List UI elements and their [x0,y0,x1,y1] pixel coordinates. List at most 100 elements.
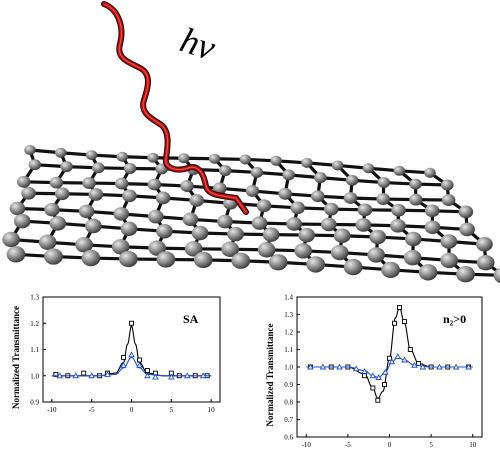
y-tick-label: 1.2 [30,320,39,328]
data-point [129,320,134,326]
data-point [397,305,402,310]
data-point [53,371,59,377]
carbon-atom [493,267,500,284]
data-point [402,319,407,324]
carbon-atom [178,153,190,164]
carbon-atom [208,153,221,164]
carbon-atom [331,160,344,171]
carbon-atom [441,179,454,191]
carbon-atom [49,176,64,189]
carbon-atom [82,177,96,189]
data-point [388,358,396,365]
data-point [370,385,376,391]
carbon-atom [120,221,138,237]
carbon-atom [113,207,130,221]
carbon-atom [441,194,456,206]
carbon-atom [49,216,67,231]
data-point [452,363,460,370]
carbon-atom [409,178,422,190]
carbon-atom [390,218,406,233]
carbon-atom [218,165,232,177]
data-point [104,371,111,377]
carbon-atom [28,159,42,171]
carbon-atom [78,204,95,219]
data-point [56,372,64,379]
carbon-atom [85,218,102,234]
carbon-atom [60,161,73,173]
carbon-atom [343,192,358,204]
carbon-atom [85,150,98,161]
carbon-atom [147,152,159,163]
carbon-atom [156,223,173,239]
carbon-atom [377,177,391,188]
data-point [352,365,360,372]
carbon-atom [324,202,339,216]
carbon-atom [114,177,129,190]
data-point [362,373,367,379]
data-point [419,363,427,370]
carbon-atom [111,239,130,255]
carbon-atom [456,266,475,283]
carbon-atom [55,147,67,158]
y-tick-label: 1.2 [284,329,293,337]
data-point [436,363,443,370]
carbon-atom [147,178,162,191]
carbon-atom [231,252,251,269]
data-point [72,372,80,379]
carbon-atom [367,247,386,263]
carbon-atom [294,243,313,259]
carbon-atom [320,217,337,232]
carbon-atom [156,251,176,268]
carbon-atom [180,180,194,192]
carbon-atom [250,166,264,178]
x-tick-label: 10 [469,441,477,449]
carbon-atom [116,151,129,162]
carbon-atom [123,163,137,174]
y-tick-label: 1.4 [284,294,293,302]
x-tick-label: 5 [429,441,433,449]
carbon-atom [16,175,31,188]
data-point [168,373,175,380]
carbon-atom [155,191,171,205]
y-axis-label: Normalized Transmittance [11,306,21,409]
carbon-atom [6,246,26,263]
carbon-atom [75,237,94,253]
carbon-atom [189,194,205,207]
data-point [465,363,472,370]
carbon-atom [148,240,167,256]
y-tick-label: 0.9 [30,399,39,407]
chart-tag: n₂>0 [443,312,466,326]
data-point [88,372,95,379]
y-tick-label: 0.7 [284,416,293,424]
graphene-lattice [2,145,500,284]
lattice-atoms [2,145,500,284]
x-tick-label: 0 [130,406,134,414]
carbon-atom [298,227,316,243]
y-tick-label: 1.3 [284,311,293,319]
data-point [183,372,191,379]
data-point [375,397,381,403]
carbon-atom [221,241,240,257]
carbon-atom [345,174,359,186]
carbon-atom [239,154,252,165]
carbon-atom [256,199,272,213]
carbon-atom [251,216,268,230]
y-tick-label: 1.1 [284,346,293,354]
carbon-atom [278,187,292,200]
carbon-atom [193,251,213,269]
carbon-atom [191,225,209,241]
carbon-atom [270,155,282,166]
carbon-atom [459,222,475,237]
carbon-atom [314,172,327,184]
carbon-atom [184,241,203,257]
carbon-atom [262,227,280,242]
series-1 [51,351,212,380]
carbon-atom [362,163,375,174]
carbon-atom [21,186,36,200]
carbon-atom [476,237,493,252]
data-point [392,320,397,326]
carbon-atom [213,182,227,195]
data-point [401,356,408,363]
y-tick-label: 0.6 [284,434,293,442]
